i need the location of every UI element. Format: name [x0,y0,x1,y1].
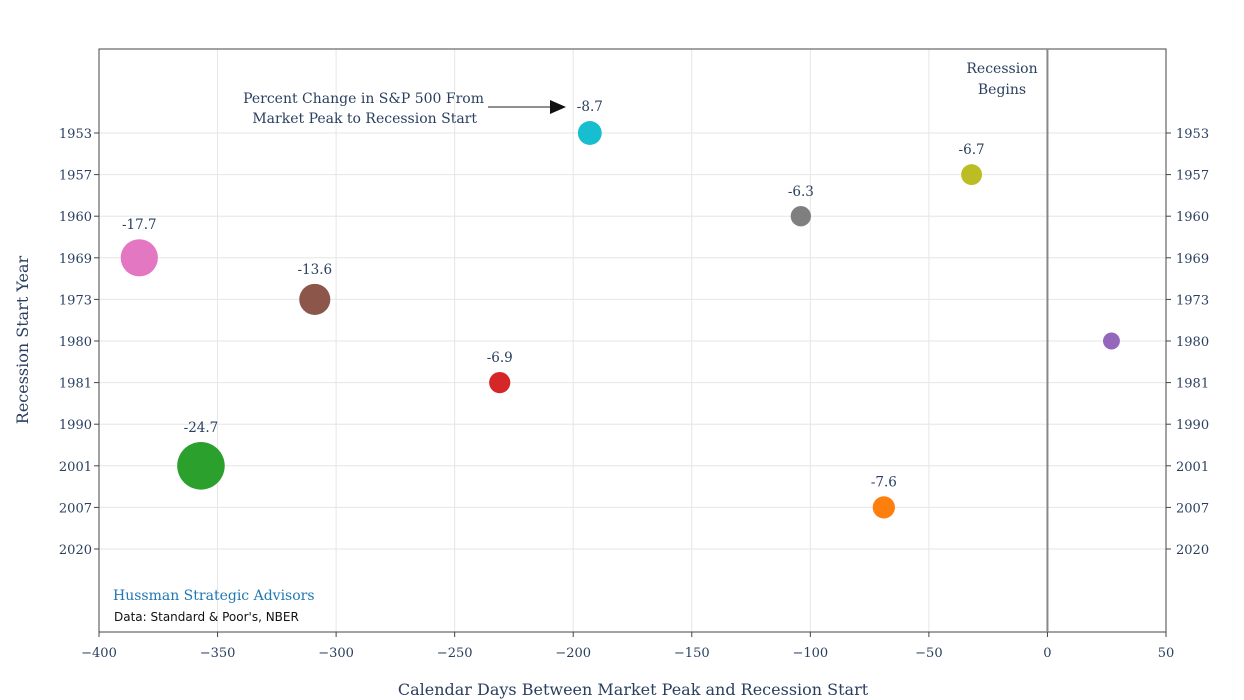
y-tick-label-left: 2020 [59,543,92,558]
data-point-1969 [120,239,158,277]
data-point-1960 [790,206,812,227]
y-tick-label-left: 1990 [59,418,92,433]
y-tick-label-right: 1960 [1176,210,1209,225]
brand-label: Hussman Strategic Advisors [113,588,315,604]
x-tick-label: −400 [81,646,117,661]
data-points: -8.7 -6.7 -6.3 -17.7 -13.6 -6.9 -24.7 -7.6 [120,99,1120,519]
data-point-1981 [489,371,511,394]
x-axis-ticks: −400 −350 −300 −250 −200 −150 −100 −50 0 50 [81,632,1174,661]
y-tick-label-left: 1953 [59,127,92,142]
y-tick-label-left: 1980 [59,335,92,350]
y-tick-label-right: 1969 [1176,252,1209,267]
x-tick-label: 0 [1043,646,1051,661]
bubble-note-arrowhead [550,100,566,114]
y-tick-label-left: 1973 [59,293,92,308]
x-tick-label: 50 [1158,646,1175,661]
x-tick-label: −150 [674,646,710,661]
data-label-1957: -6.7 [959,142,985,158]
y-axis-ticks-left: 1953 1957 1960 1969 1973 1980 1981 1990 2001 2007… [59,127,99,558]
y-tick-label-left: 1960 [59,210,92,225]
x-tick-label: −350 [200,646,236,661]
data-point-1980 [1103,332,1120,350]
y-tick-label-right: 1973 [1176,293,1209,308]
y-tick-label-right: 2007 [1176,501,1209,516]
data-point-1973 [299,283,331,315]
x-tick-label: −100 [792,646,828,661]
data-point-2001 [177,442,225,490]
y-tick-label-right: 2020 [1176,543,1209,558]
data-label-1969: -17.7 [122,217,157,233]
y-tick-label-right: 2001 [1176,460,1209,475]
data-label-2001: -24.7 [184,420,219,436]
y-tick-label-right: 1980 [1176,335,1209,350]
x-tick-label: −50 [915,646,942,661]
y-tick-label-left: 1981 [59,377,92,392]
x-tick-label: −250 [437,646,473,661]
data-label-1981: -6.9 [487,350,513,366]
data-point-1957 [961,164,983,186]
grid-lines [98,49,1167,632]
data-point-2007 [872,496,895,519]
y-tick-label-left: 2007 [59,501,92,516]
data-point-1953 [577,121,602,145]
y-axis-ticks-right: 1953 1957 1960 1969 1973 1980 1981 1990 2001 2007… [1166,127,1209,558]
x-axis-title: Calendar Days Between Market Peak and Re… [398,680,869,699]
data-label-2007: -7.6 [871,474,897,490]
x-tick-label: −200 [555,646,591,661]
y-axis-title: Recession Start Year [13,255,32,424]
y-tick-label-right: 1957 [1176,169,1209,184]
y-tick-label-right: 1990 [1176,418,1209,433]
y-tick-label-left: 1957 [59,169,92,184]
source-label: Data: Standard & Poor's, NBER [114,610,299,624]
y-tick-label-right: 1953 [1176,127,1209,142]
bubble-note-line2: Market Peak to Recession Start [252,111,477,127]
recession-label-line1: Recession [966,61,1037,77]
recession-label-line2: Begins [978,82,1026,98]
data-label-1953: -8.7 [577,99,603,115]
x-tick-label: −300 [318,646,354,661]
data-label-1973: -13.6 [297,262,332,278]
y-tick-label-right: 1981 [1176,377,1209,392]
y-tick-label-left: 1969 [59,252,92,267]
data-label-1960: -6.3 [788,184,814,200]
y-tick-label-left: 2001 [59,460,92,475]
bubble-note-line1: Percent Change in S&P 500 From [243,91,484,107]
